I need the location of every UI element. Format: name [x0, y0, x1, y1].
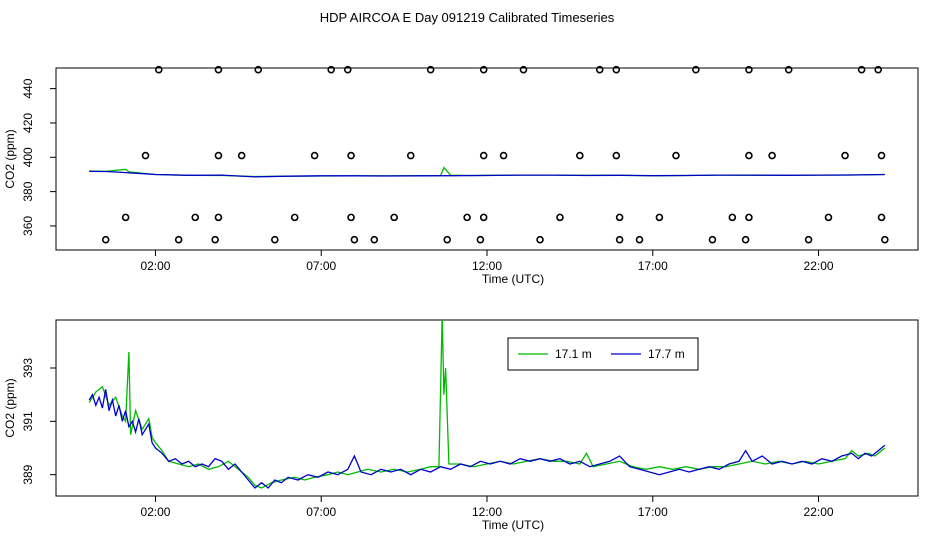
p1-data-point	[615, 235, 624, 244]
p1-x-tick-label: 12:00	[472, 259, 502, 273]
p1-data-point	[857, 65, 866, 74]
p1-data-point	[635, 235, 644, 244]
p1-data-point	[784, 65, 793, 74]
p1-data-point	[271, 235, 279, 244]
p2-y-tick-label: 391	[21, 411, 35, 431]
p1-data-point	[672, 151, 680, 160]
p2-y-axis-label: CO2 (ppm)	[3, 378, 17, 437]
p1-data-point	[426, 65, 435, 74]
p1-data-point	[595, 65, 604, 74]
p1-data-point	[612, 65, 621, 74]
p1-plot-frame	[55, 67, 919, 251]
legend-label-1: 17.1 m	[555, 347, 592, 361]
figure-title: HDP AIRCOA E Day 091219 Calibrated Times…	[320, 10, 615, 25]
p1-data-point	[237, 151, 246, 160]
p1-series-line-2	[89, 170, 885, 178]
p2-x-tick-label: 02:00	[140, 505, 170, 519]
p1-y-tick-label: 400	[21, 147, 35, 167]
p1-data-point	[536, 235, 544, 244]
p1-data-point	[745, 65, 753, 74]
p2-x-tick-label: 07:00	[306, 505, 336, 519]
p2-x-tick-label: 17:00	[638, 505, 668, 519]
p1-x-tick-label: 02:00	[140, 259, 170, 273]
p1-data-point	[290, 213, 299, 222]
p2-x-axis-label: Time (UTC)	[482, 518, 544, 532]
p1-y-axis-label: CO2 (ppm)	[3, 129, 17, 188]
p1-data-point	[881, 235, 889, 244]
p1-data-point	[343, 65, 352, 74]
p1-data-point	[370, 235, 379, 244]
p1-y-tick-label: 420	[21, 113, 35, 133]
p1-data-point	[874, 65, 883, 74]
p1-data-point	[254, 65, 263, 74]
p1-data-point	[745, 151, 753, 160]
p1-data-point	[499, 151, 508, 160]
p1-data-point	[741, 235, 750, 244]
p1-data-point	[101, 235, 110, 244]
p1-y-tick-label: 440	[21, 78, 35, 98]
p1-data-point	[347, 151, 355, 160]
p1-data-point	[390, 213, 398, 222]
p1-data-point	[768, 151, 776, 160]
p1-data-point	[519, 65, 528, 74]
p1-data-point	[174, 235, 183, 244]
p1-y-tick-label: 360	[21, 216, 35, 236]
p2-series-line-1	[88, 320, 886, 489]
p1-data-point	[708, 235, 717, 244]
p2-y-tick-label: 389	[21, 464, 35, 484]
p1-data-point	[347, 213, 355, 222]
p1-data-point	[556, 213, 564, 222]
p1-data-point	[877, 213, 886, 222]
p1-data-point	[824, 213, 833, 222]
p2-plot-frame	[55, 319, 919, 497]
p1-data-point	[728, 213, 737, 222]
p1-data-point	[615, 213, 624, 222]
p1-x-tick-label: 07:00	[306, 259, 336, 273]
p1-data-point	[476, 235, 485, 244]
p1-x-axis-label: Time (UTC)	[482, 272, 544, 286]
p1-data-point	[612, 151, 621, 160]
p1-data-point	[141, 151, 150, 160]
p1-data-point	[479, 151, 488, 160]
p1-data-point	[214, 151, 223, 160]
p2-x-tick-label: 12:00	[472, 505, 502, 519]
p1-data-point	[655, 213, 664, 222]
p1-data-point	[804, 235, 813, 244]
p1-x-tick-label: 22:00	[804, 259, 834, 273]
p1-x-tick-label: 17:00	[638, 259, 668, 273]
p1-y-tick-label: 380	[21, 181, 35, 201]
p1-data-point	[576, 151, 584, 160]
p1-data-point	[211, 235, 219, 244]
p1-data-point	[310, 151, 319, 160]
legend-label-2: 17.7 m	[648, 347, 685, 361]
p1-data-point	[214, 213, 223, 222]
p1-data-point	[745, 213, 753, 222]
p1-data-point	[841, 151, 849, 160]
p2-x-tick-label: 22:00	[804, 505, 834, 519]
p1-data-point	[479, 213, 488, 222]
p1-data-point	[214, 65, 223, 74]
p1-data-point	[479, 65, 488, 74]
p2-series-line-2	[88, 389, 886, 489]
p1-data-point	[191, 213, 200, 222]
p1-data-point	[463, 213, 471, 222]
p1-data-point	[350, 235, 359, 244]
p1-data-point	[692, 65, 700, 74]
p1-data-point	[154, 65, 163, 74]
p1-data-point	[443, 235, 452, 244]
p1-data-point	[406, 151, 415, 160]
p1-data-point	[877, 151, 886, 160]
p1-data-point	[327, 65, 335, 74]
p1-data-point	[121, 213, 130, 222]
p2-y-tick-label: 393	[21, 358, 35, 378]
